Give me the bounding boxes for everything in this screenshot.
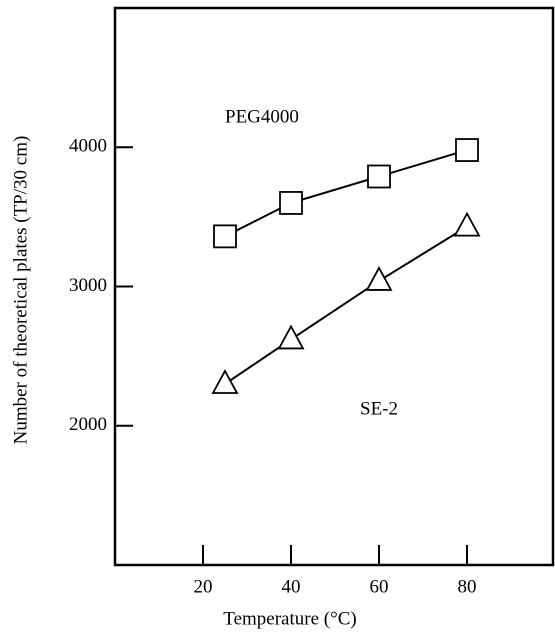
y-tick-label: 3000 xyxy=(69,275,107,296)
x-tick-label: 60 xyxy=(370,576,389,597)
x-tick-label: 20 xyxy=(194,576,213,597)
x-axis-label: Temperature (°C) xyxy=(223,608,356,629)
marker-triangle xyxy=(365,266,393,291)
marker-square xyxy=(213,224,237,249)
y-tick-label: 2000 xyxy=(69,414,107,435)
series-label: PEG4000 xyxy=(225,106,299,127)
marker-triangle xyxy=(277,324,305,350)
marker-square xyxy=(367,164,391,189)
y-tick-label: 4000 xyxy=(69,136,107,157)
x-tick-label: 40 xyxy=(282,576,301,597)
marker-square xyxy=(279,191,303,215)
marker-triangle xyxy=(211,369,239,394)
marker-square xyxy=(455,138,479,162)
y-axis-label: Number of theoretical plates (TP/30 cm) xyxy=(10,136,31,445)
x-tick-label: 80 xyxy=(458,576,477,597)
series-label: SE-2 xyxy=(360,398,398,419)
series-line xyxy=(224,225,468,385)
plot-frame xyxy=(113,6,555,567)
series-line xyxy=(224,149,468,238)
marker-triangle xyxy=(453,211,481,237)
